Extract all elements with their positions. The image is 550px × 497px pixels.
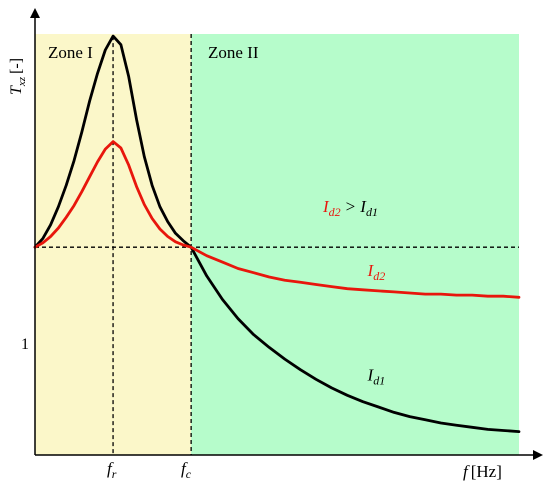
zone-2-label: Zone II [208,43,259,62]
reference-value-label: 1 [21,336,29,353]
tick-fr-symbol: f [107,459,114,478]
y-axis-subscript: xz [16,76,28,87]
series-Id2-line [33,140,521,299]
curve-label-Id2: Id2 [367,261,386,283]
annotation-operator: > [346,197,356,216]
y-axis-unit: [-] [8,58,25,74]
series-Id1-line [33,34,521,434]
response-curves [33,34,521,434]
tick-fc-label: fc [181,459,192,481]
curve-label-Id1: Id1 [367,365,386,387]
x-axis-unit: [Hz] [471,462,502,481]
zone-backgrounds [35,34,519,455]
tick-fr-subscript: r [112,467,117,481]
y-axis-symbol: T [8,85,25,95]
annotation-right-symbol: I [359,197,367,216]
y-axis-label: Txz [-] [8,58,28,95]
annotation-left-symbol: I [322,197,330,216]
annotation-right-subscript: d1 [366,205,378,219]
zone-1-label: Zone I [48,43,93,62]
comparison-annotation: Id2 > Id1 [322,197,378,219]
guide-lines [35,34,519,455]
x-axis-symbol: f [463,462,470,481]
zone-2-background [191,34,519,455]
tick-fc-subscript: c [186,467,192,481]
zone-1-background [35,34,192,455]
curve-labels: Id1 Id2 [367,261,386,387]
annotation-left-subscript: d2 [329,205,341,219]
tick-fc-symbol: f [181,459,188,478]
x-axis-label: f [Hz] [463,462,502,481]
tick-fr-label: fr [107,459,117,481]
